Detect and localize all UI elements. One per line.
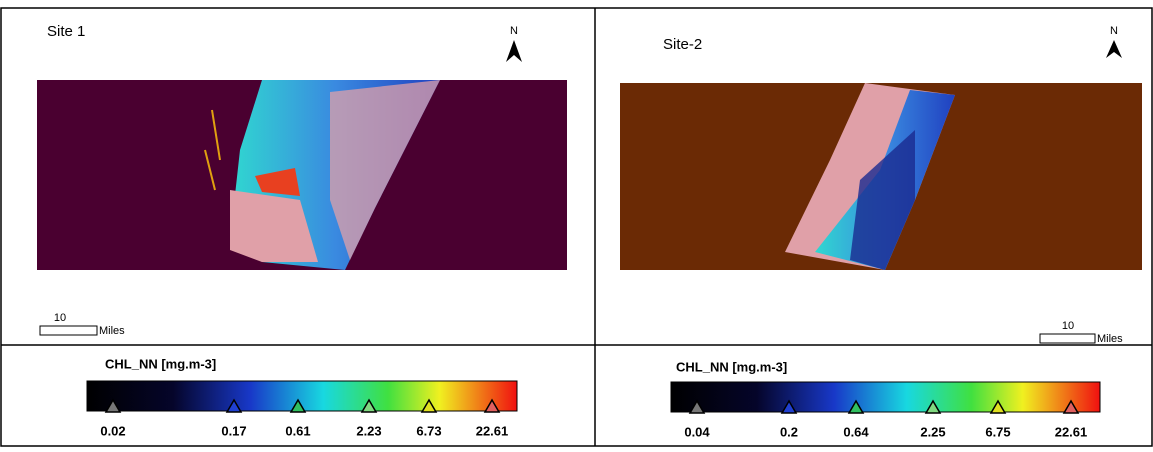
north-label: N (1110, 25, 1118, 37)
panel-title: Site-2 (663, 36, 702, 53)
legend-tick-label: 22.61 (1055, 424, 1088, 439)
scale-label: 10 (54, 312, 66, 324)
legend-tick-label: 0.61 (285, 423, 310, 438)
legend-tick-label: 0.02 (100, 423, 125, 438)
legend-title: CHL_NN [mg.m-3] (105, 356, 216, 371)
legend-tick-label: 6.75 (985, 424, 1010, 439)
legend-tick-label: 2.25 (920, 424, 945, 439)
panel-title: Site 1 (47, 23, 85, 40)
map-site-2 (620, 83, 1142, 270)
legend-title: CHL_NN [mg.m-3] (676, 359, 787, 374)
figure: Site 1 Site-2 N N 10 Miles 10 Miles CHL_… (0, 0, 1153, 447)
legend-tick-label: 0.64 (843, 424, 869, 439)
map-site-1 (37, 80, 567, 270)
scale-unit: Miles (1097, 333, 1123, 345)
legend-tick-label: 0.04 (684, 424, 710, 439)
legend-tick-label: 0.17 (221, 423, 246, 438)
legend-tick-label: 6.73 (416, 423, 441, 438)
colorbar (671, 382, 1100, 412)
north-arrows (506, 40, 1122, 62)
scale-label: 10 (1062, 320, 1074, 332)
scale-unit: Miles (99, 325, 125, 337)
legend-tick-label: 0.2 (780, 424, 798, 439)
scale-bars (40, 326, 1095, 343)
legend-tick-label: 22.61 (476, 423, 509, 438)
north-label: N (510, 25, 518, 37)
legend-tick-label: 2.23 (356, 423, 381, 438)
